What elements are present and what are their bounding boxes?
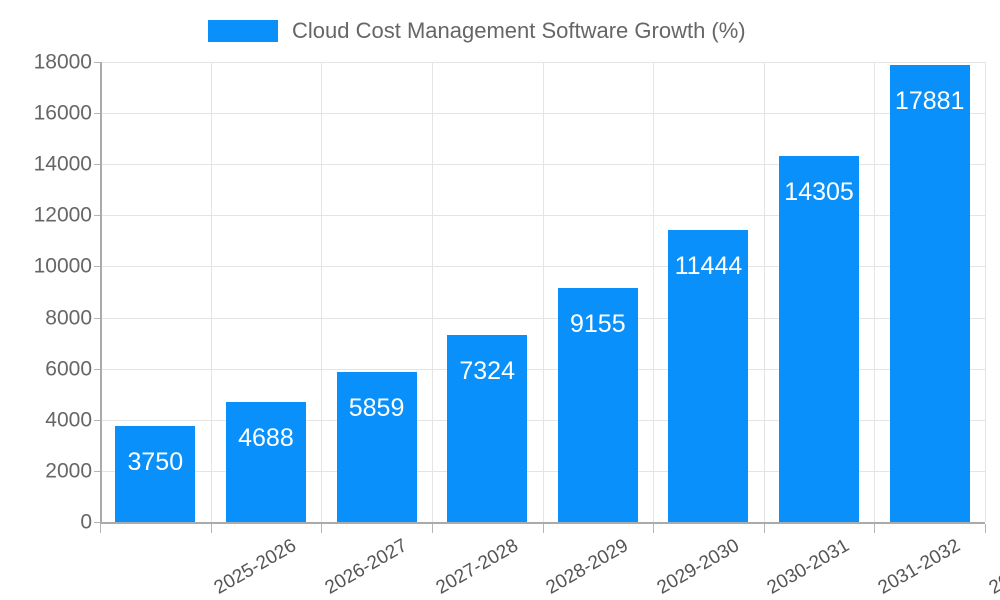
- chart-legend: Cloud Cost Management Software Growth (%…: [208, 14, 746, 48]
- y-axis-tick-label: 0: [80, 510, 92, 534]
- bar[interactable]: [447, 334, 528, 522]
- y-axis-tick-label: 10000: [33, 254, 92, 278]
- y-axis-ticks: 0 2000 4000 6000 8000 10000 12000 14000 16000 180…: [0, 0, 100, 600]
- gridline-vertical: [210, 62, 212, 522]
- y-axis-tick-label: 12000: [33, 203, 92, 227]
- x-axis-tick-mark: [542, 524, 544, 533]
- bar[interactable]: [225, 402, 306, 522]
- y-axis-tick-label: 4000: [45, 408, 92, 432]
- x-axis-tick-mark: [321, 524, 323, 533]
- gridline-vertical: [431, 62, 433, 522]
- y-axis-tick-mark: [94, 266, 100, 268]
- bar-value-label: 11444: [674, 251, 743, 280]
- x-axis-tick-label: 2032-2033: [985, 535, 1000, 599]
- y-axis-tick-label: 6000: [45, 357, 92, 381]
- bar-value-label: 4688: [238, 424, 294, 453]
- bar[interactable]: [889, 65, 970, 522]
- y-axis-tick-label: 18000: [33, 50, 92, 74]
- y-axis-tick-label: 14000: [33, 152, 92, 176]
- y-axis-tick-mark: [94, 215, 100, 217]
- bar[interactable]: [779, 156, 860, 522]
- y-axis-tick-label: 8000: [45, 306, 92, 330]
- legend-color-swatch: [208, 20, 278, 42]
- y-axis-tick-mark: [94, 522, 100, 523]
- gridline-vertical: [321, 62, 323, 522]
- bar[interactable]: [336, 372, 417, 522]
- x-axis-tick-label: 2030-2031: [764, 535, 854, 599]
- x-axis-tick-mark: [874, 524, 876, 533]
- bar[interactable]: [115, 426, 196, 522]
- y-axis-tick-mark: [94, 164, 100, 166]
- x-axis-tick-mark: [210, 524, 212, 533]
- x-axis-tick-mark: [985, 524, 986, 533]
- y-axis-tick-label: 2000: [45, 459, 92, 483]
- gridline-vertical: [763, 62, 765, 522]
- y-axis-tick-mark: [94, 62, 100, 63]
- plot-area: 3750 4688 5859 7324 9155 11444 14305 17881: [100, 62, 986, 523]
- gridline-vertical: [985, 62, 986, 522]
- x-axis-tick-label: 2026-2027: [321, 535, 411, 599]
- bar-value-label: 17881: [894, 87, 965, 116]
- x-axis-tick-label: 2027-2028: [432, 535, 522, 599]
- y-axis-tick-mark: [94, 113, 100, 115]
- bar[interactable]: [557, 288, 638, 522]
- y-axis-tick-mark: [94, 470, 100, 472]
- bar-value-label: 9155: [570, 310, 626, 339]
- x-axis-tick-label: 2025-2026: [210, 535, 301, 599]
- x-axis-tick-label: 2031-2032: [874, 535, 964, 599]
- gridline-vertical: [653, 62, 655, 522]
- x-axis-tick-label: 2028-2029: [542, 535, 633, 599]
- bar-value-label: 14305: [784, 178, 854, 207]
- y-axis-tick-label: 16000: [33, 101, 92, 125]
- x-axis-tick-mark: [100, 524, 101, 533]
- bar-value-label: 7324: [459, 356, 515, 385]
- bar-value-label: 3750: [127, 448, 184, 477]
- x-axis-tick-mark: [431, 524, 433, 533]
- bar-value-label: 5859: [348, 394, 405, 423]
- x-axis-tick-mark: [763, 524, 765, 533]
- x-axis-tick-label: 2029-2030: [653, 535, 743, 599]
- gridline-vertical: [542, 62, 544, 522]
- y-axis-tick-mark: [94, 419, 100, 421]
- y-axis-line: [100, 62, 102, 523]
- gridline-vertical: [874, 62, 876, 522]
- x-axis-line: [100, 522, 985, 524]
- x-axis-tick-mark: [653, 524, 655, 533]
- y-axis-tick-mark: [94, 317, 100, 319]
- bar[interactable]: [668, 229, 749, 522]
- y-axis-tick-mark: [94, 368, 100, 370]
- legend-label: Cloud Cost Management Software Growth (%…: [292, 18, 746, 43]
